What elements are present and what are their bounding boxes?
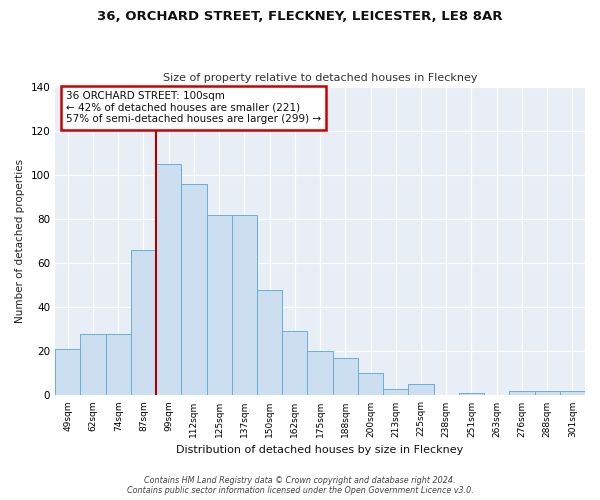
Bar — [535, 391, 560, 396]
Text: Contains HM Land Registry data © Crown copyright and database right 2024.
Contai: Contains HM Land Registry data © Crown c… — [127, 476, 473, 495]
Bar — [332, 358, 358, 396]
Bar — [80, 334, 106, 396]
Bar — [307, 352, 332, 396]
Text: 36, ORCHARD STREET, FLECKNEY, LEICESTER, LE8 8AR: 36, ORCHARD STREET, FLECKNEY, LEICESTER,… — [97, 10, 503, 23]
Bar — [459, 393, 484, 396]
Y-axis label: Number of detached properties: Number of detached properties — [15, 159, 25, 323]
Bar — [358, 374, 383, 396]
Bar — [106, 334, 131, 396]
Text: 36 ORCHARD STREET: 100sqm
← 42% of detached houses are smaller (221)
57% of semi: 36 ORCHARD STREET: 100sqm ← 42% of detac… — [66, 91, 321, 124]
Bar — [409, 384, 434, 396]
Bar — [282, 332, 307, 396]
Bar — [383, 389, 409, 396]
X-axis label: Distribution of detached houses by size in Fleckney: Distribution of detached houses by size … — [176, 445, 464, 455]
Bar — [509, 391, 535, 396]
Bar — [560, 391, 585, 396]
Bar — [131, 250, 156, 396]
Title: Size of property relative to detached houses in Fleckney: Size of property relative to detached ho… — [163, 73, 478, 83]
Bar — [181, 184, 206, 396]
Bar — [232, 214, 257, 396]
Bar — [206, 214, 232, 396]
Bar — [156, 164, 181, 396]
Bar — [257, 290, 282, 396]
Bar — [55, 349, 80, 396]
